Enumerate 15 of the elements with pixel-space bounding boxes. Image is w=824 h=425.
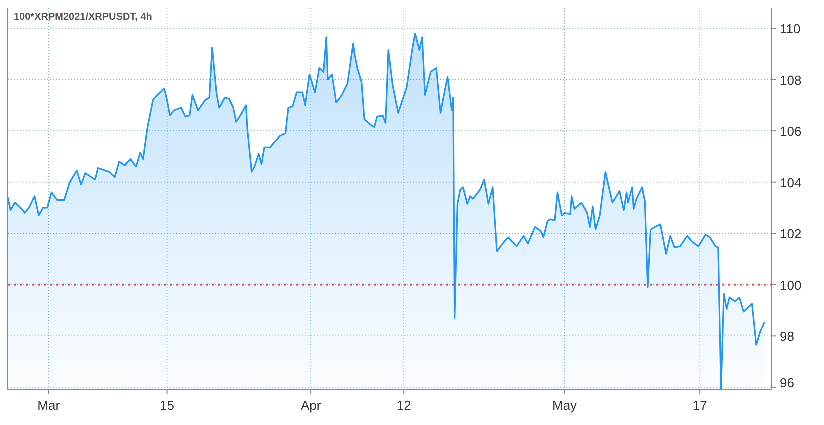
- y-tick-label: 98: [780, 329, 794, 344]
- y-tick-label: 102: [780, 226, 802, 242]
- y-tick-label: 104: [780, 175, 802, 190]
- x-tick-label: 17: [692, 398, 708, 413]
- x-tick-label: 12: [396, 398, 412, 413]
- y-tick-label: 110: [780, 22, 801, 37]
- x-tick-label: Apr: [300, 398, 322, 413]
- x-tick-label: Mar: [38, 398, 61, 413]
- y-tick-label: 106: [780, 124, 802, 140]
- x-tick-label: 15: [160, 398, 175, 413]
- y-tick-label: 100: [780, 278, 802, 293]
- y-tick-label: 96: [780, 375, 794, 390]
- y-tick-label: 108: [780, 72, 802, 88]
- chart-title: 100*XRPM2021/XRPUSDT, 4h: [14, 12, 152, 23]
- x-tick-label: May: [552, 398, 578, 413]
